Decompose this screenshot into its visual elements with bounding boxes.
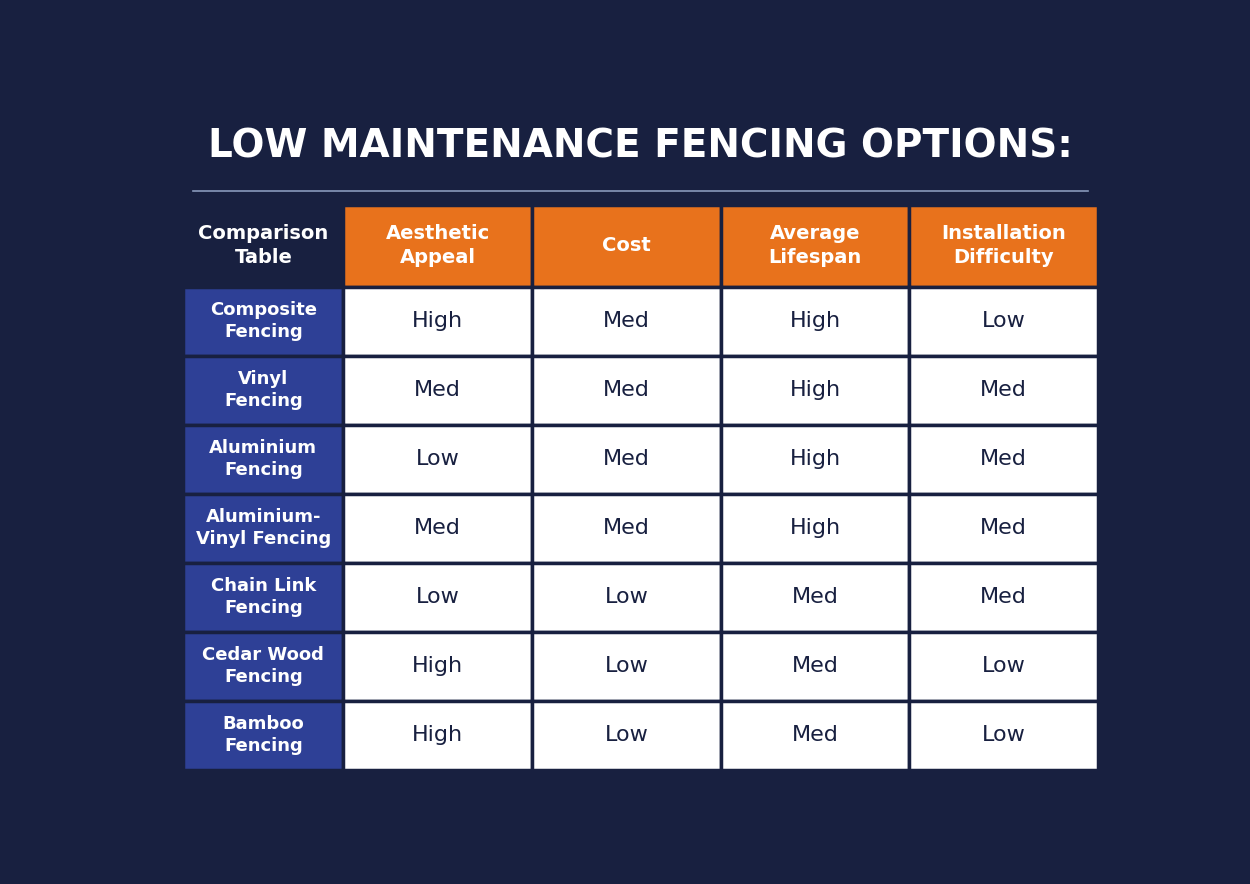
Bar xyxy=(721,355,909,424)
Bar xyxy=(909,563,1098,632)
Bar xyxy=(344,494,532,563)
Text: High: High xyxy=(790,449,840,469)
Bar xyxy=(721,424,909,494)
Text: Comparison
Table: Comparison Table xyxy=(199,225,329,267)
Text: Aesthetic
Appeal: Aesthetic Appeal xyxy=(385,225,490,267)
Bar xyxy=(344,205,532,286)
Bar xyxy=(909,355,1098,424)
Text: Med: Med xyxy=(980,380,1028,400)
Bar xyxy=(344,286,532,355)
Bar xyxy=(532,205,721,286)
Text: Chain Link
Fencing: Chain Link Fencing xyxy=(211,577,316,617)
Bar xyxy=(909,286,1098,355)
Bar xyxy=(909,494,1098,563)
Text: High: High xyxy=(790,380,840,400)
Bar xyxy=(344,424,532,494)
Text: Med: Med xyxy=(414,518,461,538)
Bar xyxy=(532,286,721,355)
Text: Med: Med xyxy=(980,518,1028,538)
Bar xyxy=(184,286,344,355)
Text: Bamboo
Fencing: Bamboo Fencing xyxy=(222,715,304,755)
Text: High: High xyxy=(412,656,464,676)
Text: Med: Med xyxy=(980,449,1028,469)
Text: Low: Low xyxy=(605,725,649,745)
Bar xyxy=(721,494,909,563)
Text: High: High xyxy=(412,311,464,332)
Text: Average
Lifespan: Average Lifespan xyxy=(769,225,861,267)
Text: Med: Med xyxy=(980,587,1028,607)
Text: Med: Med xyxy=(791,725,839,745)
Text: Low: Low xyxy=(605,656,649,676)
Bar xyxy=(721,563,909,632)
Bar xyxy=(184,205,344,286)
Bar xyxy=(184,355,344,424)
Bar xyxy=(184,424,344,494)
Text: Med: Med xyxy=(602,311,650,332)
Bar xyxy=(344,632,532,701)
Bar xyxy=(721,286,909,355)
Bar xyxy=(184,632,344,701)
Bar xyxy=(532,632,721,701)
Bar xyxy=(532,701,721,770)
Bar xyxy=(909,632,1098,701)
Text: Composite
Fencing: Composite Fencing xyxy=(210,301,318,341)
Bar xyxy=(721,701,909,770)
Text: Low: Low xyxy=(605,587,649,607)
Bar xyxy=(344,701,532,770)
Text: High: High xyxy=(412,725,464,745)
Bar xyxy=(184,701,344,770)
Text: Aluminium-
Vinyl Fencing: Aluminium- Vinyl Fencing xyxy=(196,508,331,548)
Bar xyxy=(532,494,721,563)
Text: LOW MAINTENANCE FENCING OPTIONS:: LOW MAINTENANCE FENCING OPTIONS: xyxy=(209,128,1072,166)
Bar xyxy=(344,355,532,424)
Text: Low: Low xyxy=(981,725,1025,745)
Bar xyxy=(184,494,344,563)
Text: High: High xyxy=(790,311,840,332)
Text: Cedar Wood
Fencing: Cedar Wood Fencing xyxy=(202,646,324,686)
Bar xyxy=(909,424,1098,494)
Bar xyxy=(721,205,909,286)
Bar xyxy=(344,563,532,632)
Text: Med: Med xyxy=(602,380,650,400)
Text: Low: Low xyxy=(416,449,460,469)
Text: Med: Med xyxy=(791,587,839,607)
Text: Low: Low xyxy=(981,656,1025,676)
Text: Aluminium
Fencing: Aluminium Fencing xyxy=(210,439,318,479)
Text: Med: Med xyxy=(602,449,650,469)
Text: Vinyl
Fencing: Vinyl Fencing xyxy=(224,370,302,410)
Text: Installation
Difficulty: Installation Difficulty xyxy=(941,225,1066,267)
Text: Low: Low xyxy=(416,587,460,607)
Bar xyxy=(909,205,1098,286)
Text: Med: Med xyxy=(414,380,461,400)
Bar xyxy=(721,632,909,701)
Bar xyxy=(532,424,721,494)
Bar xyxy=(909,701,1098,770)
Bar xyxy=(532,563,721,632)
Text: Med: Med xyxy=(791,656,839,676)
Text: Cost: Cost xyxy=(602,236,651,255)
Text: High: High xyxy=(790,518,840,538)
Text: Med: Med xyxy=(602,518,650,538)
Bar xyxy=(184,563,344,632)
Bar xyxy=(532,355,721,424)
Text: Low: Low xyxy=(981,311,1025,332)
